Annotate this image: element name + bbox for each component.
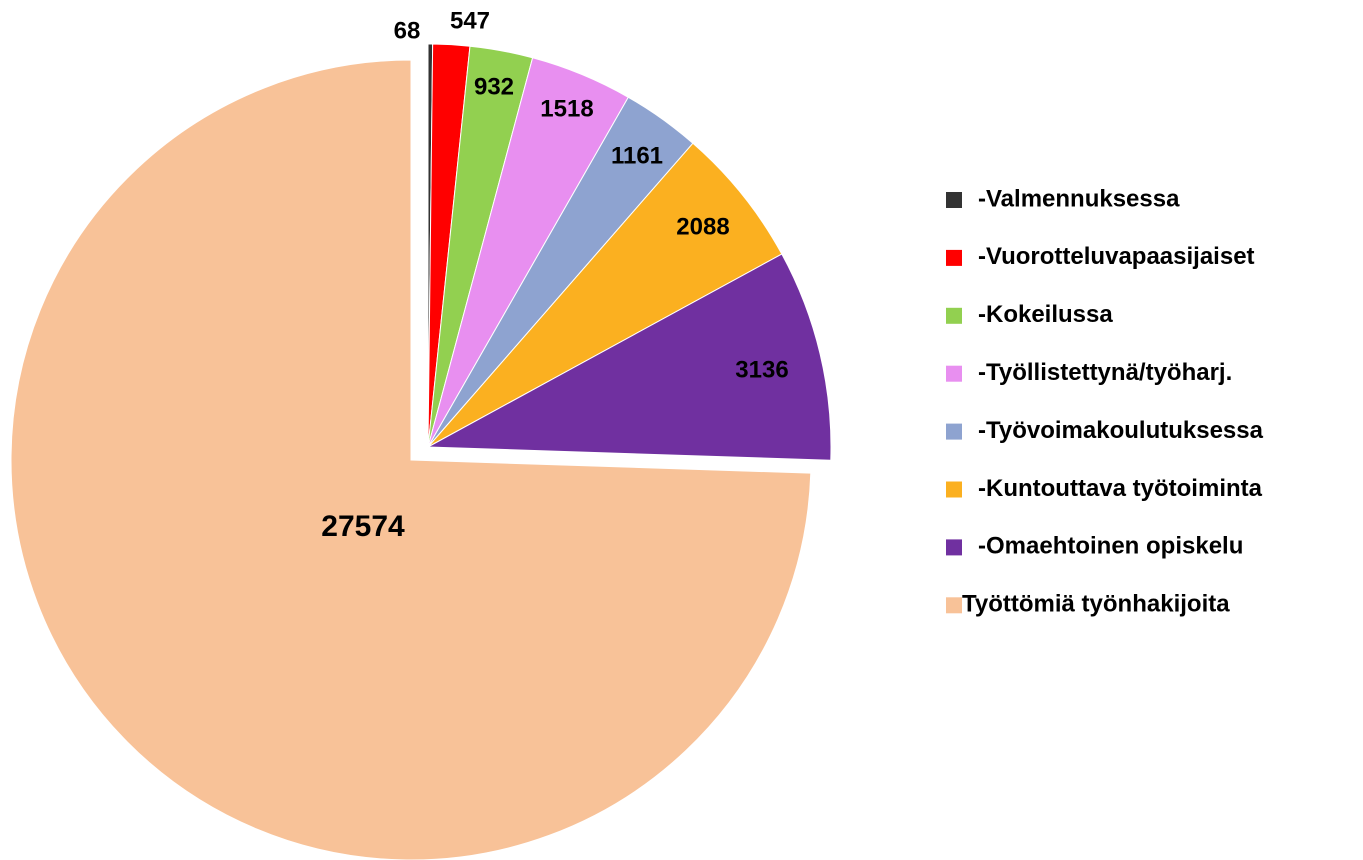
legend-swatch [946, 249, 962, 266]
legend-label: -Vuorotteluvapaasijaiset [978, 243, 1255, 270]
legend-swatch [946, 307, 962, 324]
legend-swatch [946, 481, 962, 498]
pie-slice [426, 253, 832, 461]
data-label: 2088 [676, 213, 729, 240]
data-label: 27574 [321, 510, 405, 543]
data-label: 1518 [540, 95, 593, 122]
legend-label: -Omaehtoinen opiskelu [978, 533, 1243, 560]
legend-swatch [946, 539, 962, 556]
legend-swatch [946, 423, 962, 440]
legend-label: -Työvoimakoulutuksessa [978, 417, 1264, 444]
legend-swatch [946, 192, 962, 208]
pie-slice [10, 59, 812, 860]
pie-slice [427, 142, 783, 448]
legend-label: -Valmennuksessa [978, 185, 1180, 212]
legend-swatch [946, 597, 962, 614]
legend-label: Työttömiä työnhakijoita [962, 591, 1230, 618]
legend-label: -Työllistettynä/työharj. [978, 359, 1232, 386]
data-label: 932 [474, 73, 514, 100]
legend-label: -Kuntouttava työtoiminta [978, 475, 1263, 502]
data-label: 68 [394, 17, 421, 44]
data-label: 3136 [735, 356, 788, 383]
data-label: 1161 [611, 142, 663, 169]
data-label: 547 [450, 7, 490, 34]
legend-swatch [946, 365, 962, 382]
legend-label: -Kokeilussa [978, 301, 1113, 328]
